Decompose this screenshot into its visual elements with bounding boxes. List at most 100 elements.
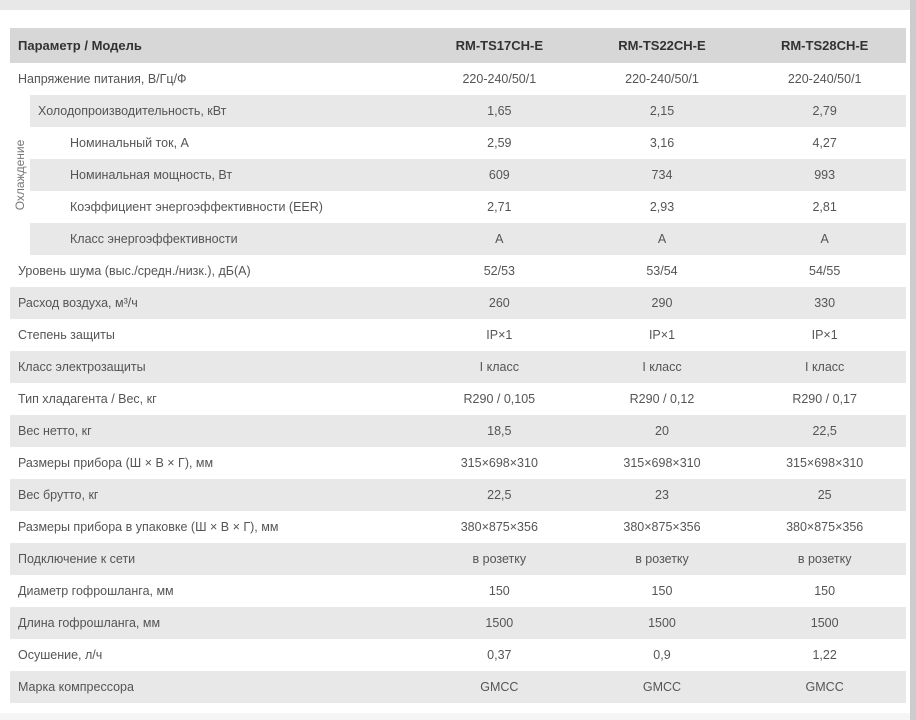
value-cell-1: 18,5: [418, 415, 581, 447]
value-cell-1: 315×698×310: [418, 447, 581, 479]
param-cell: Напряжение питания, В/Гц/Ф: [10, 63, 418, 95]
header-param: Параметр / Модель: [10, 28, 418, 63]
table-row: Степень защитыIP×1IP×1IP×1: [10, 319, 906, 351]
value-cell-2: 2,15: [581, 95, 744, 127]
table-row: Класс электрозащитыI классI классI класс: [10, 351, 906, 383]
table-row: Класс энергоэффективностиAAA: [10, 223, 906, 255]
table-row: Диаметр гофрошланга, мм150150150: [10, 575, 906, 607]
value-cell-2: 220-240/50/1: [581, 63, 744, 95]
value-cell-1: 220-240/50/1: [418, 63, 581, 95]
table-row: Размеры прибора в упаковке (Ш × В × Г), …: [10, 511, 906, 543]
param-cell: Холодопроизводительность, кВт: [30, 95, 418, 127]
value-cell-3: 380×875×356: [743, 511, 906, 543]
value-cell-1: 1500: [418, 607, 581, 639]
value-cell-1: 0,37: [418, 639, 581, 671]
value-cell-1: 52/53: [418, 255, 581, 287]
param-cell: Уровень шума (выс./средн./низк.), дБ(А): [10, 255, 418, 287]
table-row: Марка компрессораGMCCGMCCGMCC: [10, 671, 906, 703]
scrollbar-track[interactable]: [910, 0, 916, 720]
param-cell: Степень защиты: [10, 319, 418, 351]
param-cell: Диаметр гофрошланга, мм: [10, 575, 418, 607]
value-cell-1: R290 / 0,105: [418, 383, 581, 415]
page-wrapper: Параметр / Модель RM-TS17CH-E RM-TS22CH-…: [0, 0, 916, 713]
value-cell-3: в розетку: [743, 543, 906, 575]
value-cell-2: 1500: [581, 607, 744, 639]
value-cell-3: 25: [743, 479, 906, 511]
param-cell: Марка компрессора: [10, 671, 418, 703]
value-cell-3: 1500: [743, 607, 906, 639]
header-model-1: RM-TS17CH-E: [418, 28, 581, 63]
table-row: Подключение к сетив розеткув розеткув ро…: [10, 543, 906, 575]
value-cell-2: 150: [581, 575, 744, 607]
value-cell-2: A: [581, 223, 744, 255]
param-cell: Вес брутто, кг: [10, 479, 418, 511]
value-cell-1: в розетку: [418, 543, 581, 575]
table-row: Вес нетто, кг18,52022,5: [10, 415, 906, 447]
table-row: Расход воздуха, м³/ч260290330: [10, 287, 906, 319]
value-cell-3: 54/55: [743, 255, 906, 287]
value-cell-1: GMCC: [418, 671, 581, 703]
value-cell-1: 2,71: [418, 191, 581, 223]
value-cell-3: 220-240/50/1: [743, 63, 906, 95]
value-cell-3: 22,5: [743, 415, 906, 447]
value-cell-2: 23: [581, 479, 744, 511]
value-cell-1: IP×1: [418, 319, 581, 351]
value-cell-2: 3,16: [581, 127, 744, 159]
value-cell-3: I класс: [743, 351, 906, 383]
value-cell-2: 315×698×310: [581, 447, 744, 479]
param-cell: Номинальный ток, А: [30, 127, 418, 159]
param-cell: Осушение, л/ч: [10, 639, 418, 671]
table-row: Вес брутто, кг22,52325: [10, 479, 906, 511]
table-header-row: Параметр / Модель RM-TS17CH-E RM-TS22CH-…: [10, 28, 906, 63]
value-cell-3: 330: [743, 287, 906, 319]
table-row: Уровень шума (выс./средн./низк.), дБ(А)5…: [10, 255, 906, 287]
param-cell: Подключение к сети: [10, 543, 418, 575]
group-label: Охлаждение: [13, 140, 27, 211]
param-cell: Вес нетто, кг: [10, 415, 418, 447]
value-cell-3: 150: [743, 575, 906, 607]
value-cell-2: 734: [581, 159, 744, 191]
value-cell-3: 1,22: [743, 639, 906, 671]
param-cell: Тип хладагента / Вес, кг: [10, 383, 418, 415]
value-cell-2: I класс: [581, 351, 744, 383]
value-cell-1: I класс: [418, 351, 581, 383]
table-row: ОхлаждениеХолодопроизводительность, кВт1…: [10, 95, 906, 127]
header-model-3: RM-TS28CH-E: [743, 28, 906, 63]
value-cell-2: 290: [581, 287, 744, 319]
spec-table: Параметр / Модель RM-TS17CH-E RM-TS22CH-…: [10, 28, 906, 703]
param-cell: Расход воздуха, м³/ч: [10, 287, 418, 319]
value-cell-1: 22,5: [418, 479, 581, 511]
param-cell: Класс электрозащиты: [10, 351, 418, 383]
param-cell: Коэффициент энергоэффективности (EER): [30, 191, 418, 223]
value-cell-1: 1,65: [418, 95, 581, 127]
table-row: Тип хладагента / Вес, кгR290 / 0,105R290…: [10, 383, 906, 415]
value-cell-1: 609: [418, 159, 581, 191]
value-cell-2: GMCC: [581, 671, 744, 703]
value-cell-1: 260: [418, 287, 581, 319]
value-cell-3: 2,79: [743, 95, 906, 127]
top-bar: [0, 0, 916, 10]
value-cell-2: 0,9: [581, 639, 744, 671]
value-cell-1: A: [418, 223, 581, 255]
value-cell-2: в розетку: [581, 543, 744, 575]
table-body: Напряжение питания, В/Гц/Ф220-240/50/122…: [10, 63, 906, 703]
value-cell-2: 53/54: [581, 255, 744, 287]
param-cell: Размеры прибора (Ш × В × Г), мм: [10, 447, 418, 479]
table-row: Номинальный ток, А2,593,164,27: [10, 127, 906, 159]
value-cell-2: IP×1: [581, 319, 744, 351]
table-row: Напряжение питания, В/Гц/Ф220-240/50/122…: [10, 63, 906, 95]
value-cell-2: 380×875×356: [581, 511, 744, 543]
value-cell-1: 380×875×356: [418, 511, 581, 543]
table-row: Осушение, л/ч0,370,91,22: [10, 639, 906, 671]
table-row: Размеры прибора (Ш × В × Г), мм315×698×3…: [10, 447, 906, 479]
table-row: Длина гофрошланга, мм150015001500: [10, 607, 906, 639]
param-cell: Длина гофрошланга, мм: [10, 607, 418, 639]
table-row: Коэффициент энергоэффективности (EER)2,7…: [10, 191, 906, 223]
value-cell-2: 20: [581, 415, 744, 447]
value-cell-1: 150: [418, 575, 581, 607]
group-cell: Охлаждение: [10, 95, 30, 255]
param-cell: Размеры прибора в упаковке (Ш × В × Г), …: [10, 511, 418, 543]
value-cell-3: 4,27: [743, 127, 906, 159]
value-cell-1: 2,59: [418, 127, 581, 159]
value-cell-2: R290 / 0,12: [581, 383, 744, 415]
